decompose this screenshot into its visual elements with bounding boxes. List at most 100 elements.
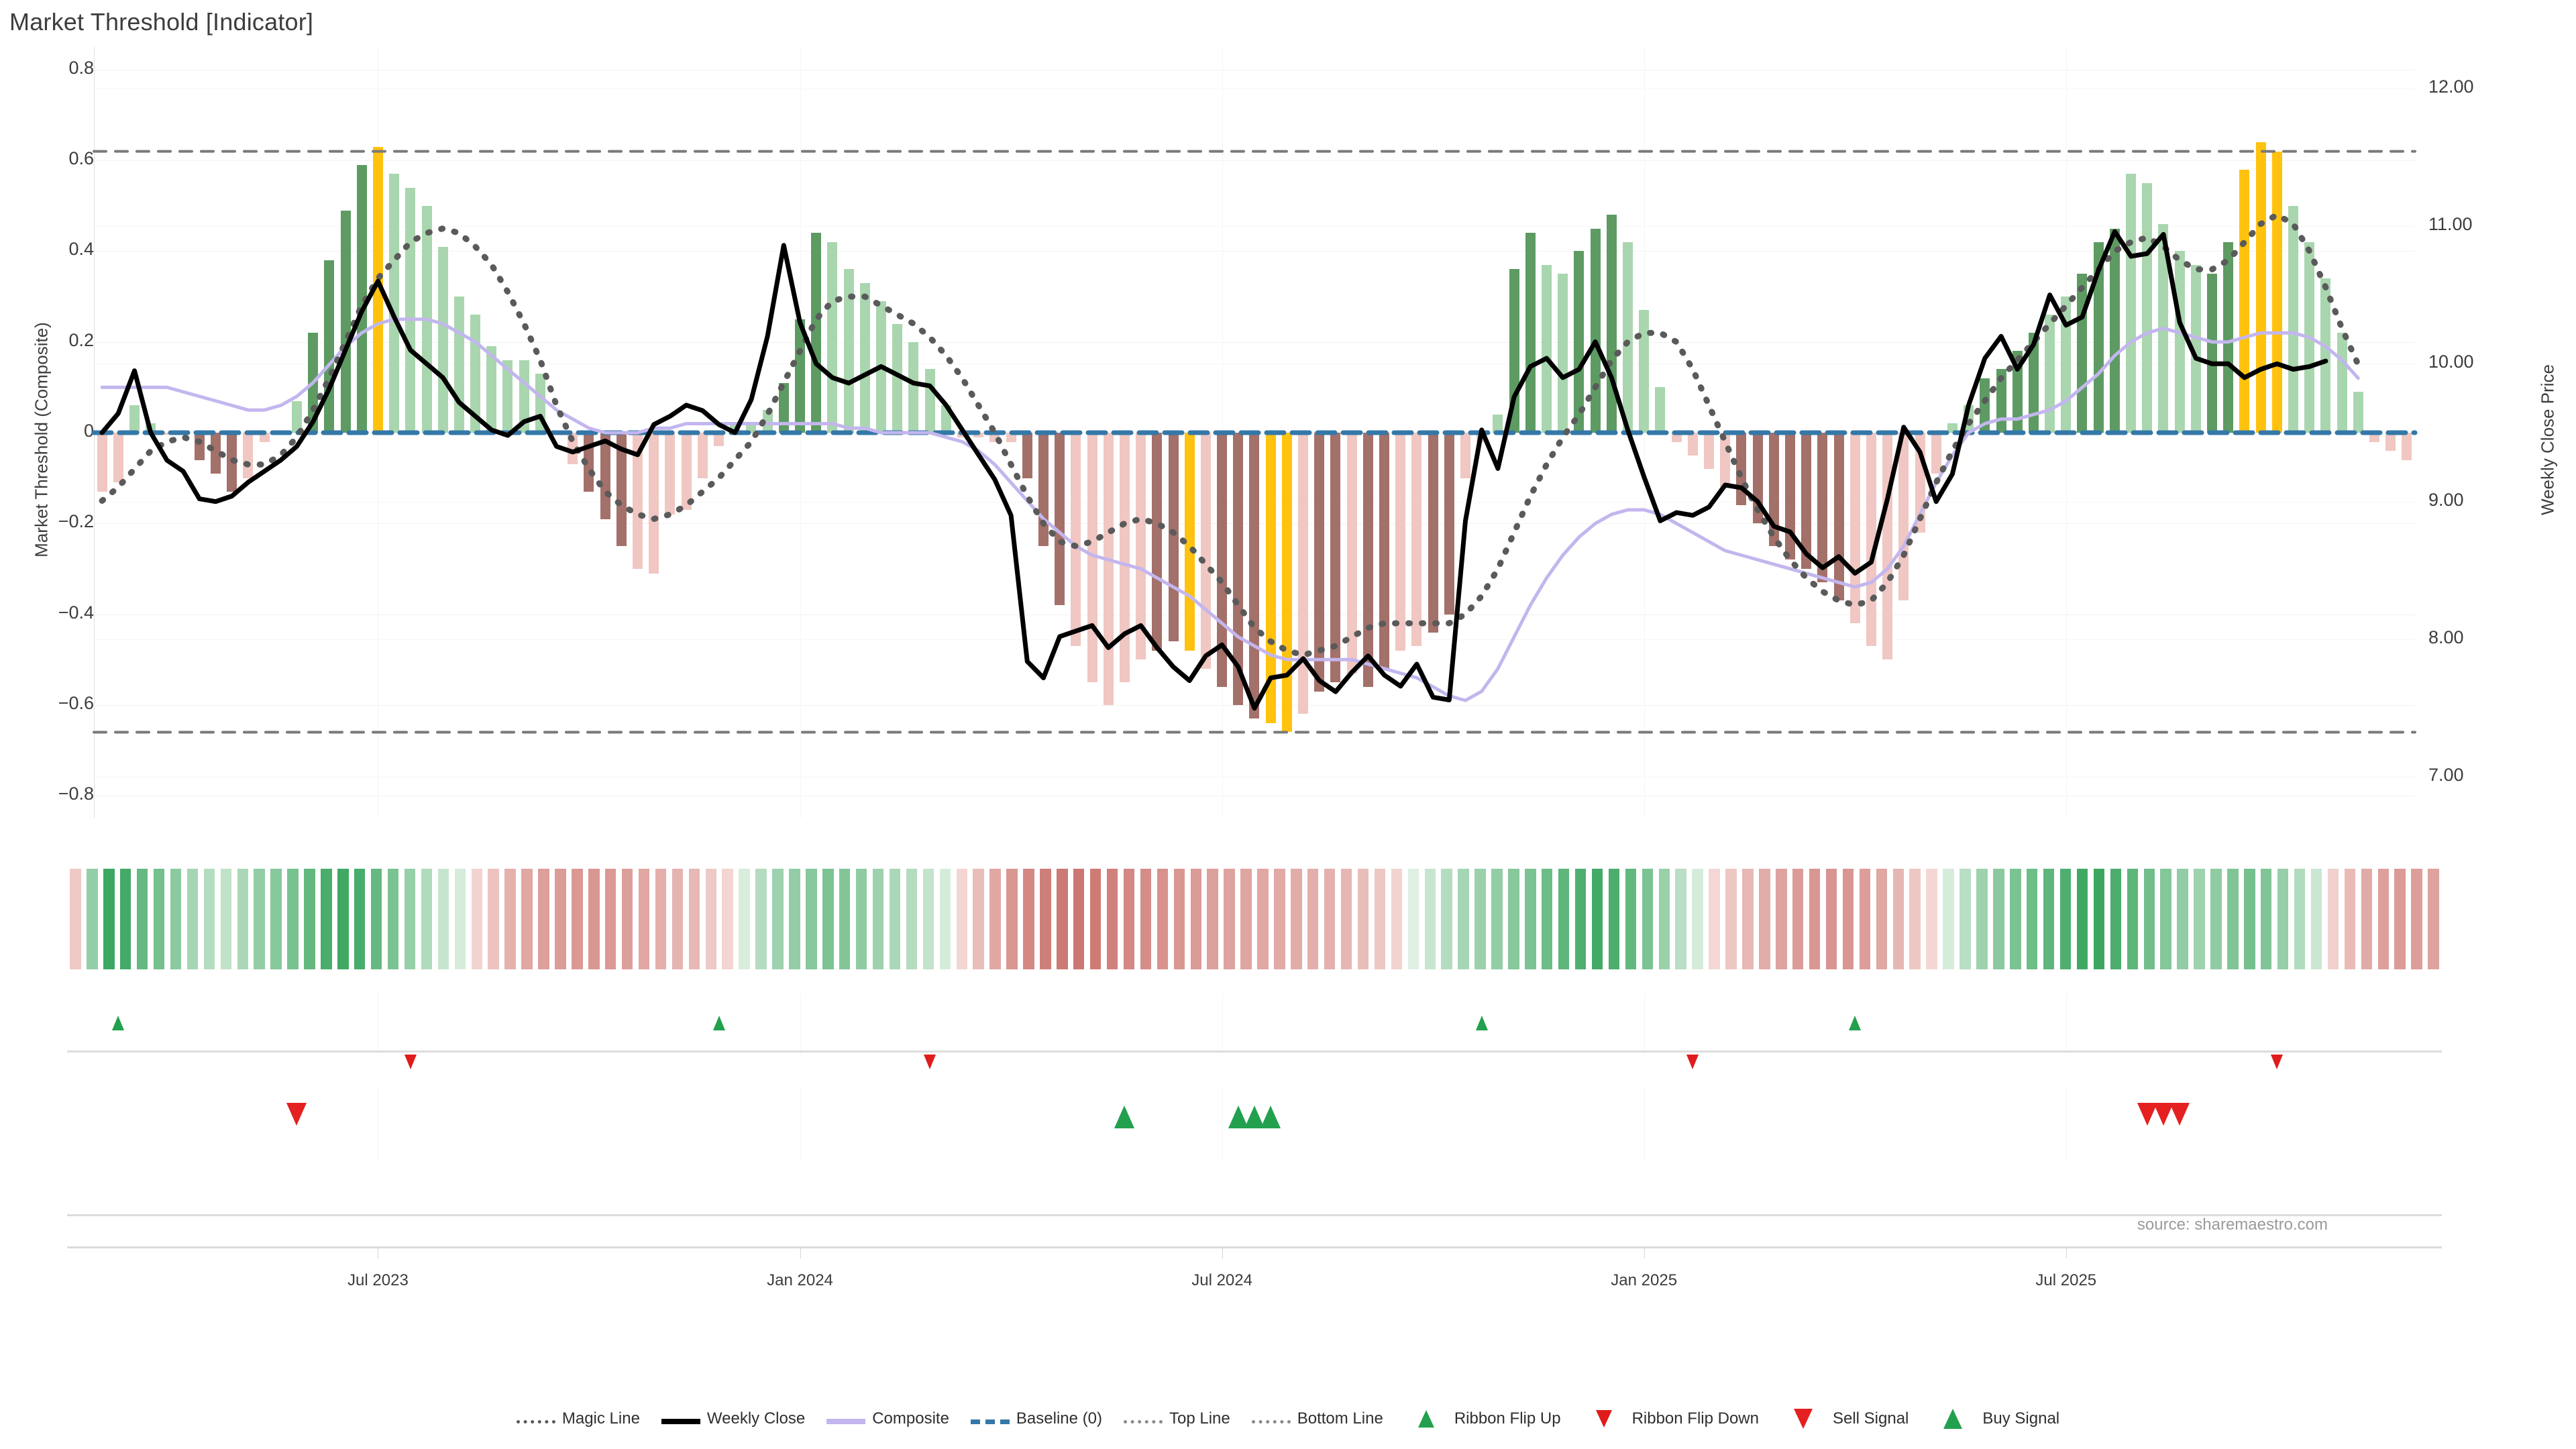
- legend-item[interactable]: Sell Signal: [1780, 1409, 1909, 1429]
- ribbon-cell: [1441, 869, 1452, 969]
- ribbon-cell: [404, 869, 416, 969]
- bar-market-threshold: [1623, 241, 1633, 433]
- ribbon-cell: [2310, 869, 2322, 969]
- bar-market-threshold: [1395, 433, 1406, 651]
- legend-item[interactable]: Ribbon Flip Up: [1405, 1409, 1561, 1428]
- gridline-horizontal: [94, 341, 2415, 343]
- ribbon-cell: [2210, 869, 2222, 969]
- bar-market-threshold: [1768, 433, 1779, 547]
- x-tick-label: Jul 2023: [347, 1271, 409, 1289]
- bar-market-threshold: [681, 433, 692, 510]
- bar-market-threshold: [1460, 433, 1471, 478]
- ribbon-cell: [2277, 869, 2289, 969]
- ribbon-cell: [170, 869, 182, 969]
- bar-market-threshold: [1493, 414, 1503, 433]
- ribbon-cell: [1190, 869, 1201, 969]
- ribbon-cell: [1976, 869, 1988, 969]
- ribbon-cell: [1173, 869, 1185, 969]
- legend-item[interactable]: Composite: [826, 1409, 949, 1428]
- bar-market-threshold: [1542, 264, 1552, 433]
- ribbon-cell: [1842, 869, 1854, 969]
- dotted-line-icon: [1123, 1420, 1163, 1424]
- legend-item[interactable]: Magic Line: [516, 1409, 640, 1428]
- gridline-horizontal: [94, 160, 2415, 162]
- bar-market-threshold: [2126, 174, 2137, 433]
- ribbon-cell: [1089, 869, 1102, 969]
- legend-label: Baseline (0): [1016, 1409, 1102, 1428]
- ribbon-cell: [1224, 869, 1235, 969]
- dashed-line-icon: [970, 1419, 1010, 1424]
- ribbon-cell: [1825, 869, 1837, 969]
- bar-market-threshold: [2109, 228, 2120, 433]
- ribbon-cell: [2227, 869, 2239, 969]
- bar-market-threshold: [1379, 433, 1390, 669]
- ribbon-cell: [1675, 869, 1686, 969]
- bar-market-threshold: [1849, 433, 1860, 624]
- ribbon-cell: [1340, 869, 1352, 969]
- ribbon-cell: [2076, 869, 2088, 969]
- legend-label: Buy Signal: [1982, 1409, 2060, 1428]
- bar-market-threshold: [1639, 310, 1650, 433]
- ribbon-cell: [370, 869, 382, 969]
- ribbon-cell: [755, 869, 767, 969]
- gridline-vertical: [2065, 1087, 2067, 1161]
- ribbon-strength-strip: [67, 869, 2442, 969]
- bar-market-threshold: [827, 241, 838, 433]
- bar-market-threshold: [1687, 433, 1698, 455]
- ribbon-cell: [705, 869, 716, 969]
- bar-market-threshold: [795, 319, 806, 433]
- bar-market-threshold: [356, 164, 367, 433]
- ribbon-flip-down-marker: [924, 1055, 936, 1069]
- legend-label: Sell Signal: [1832, 1409, 1909, 1428]
- ribbon-cell: [120, 869, 131, 969]
- bar-market-threshold: [2353, 392, 2363, 433]
- ribbon-cell: [1859, 869, 1871, 969]
- legend-item[interactable]: Buy Signal: [1930, 1409, 2059, 1429]
- bar-market-threshold: [1314, 433, 1325, 692]
- ribbon-cell: [2194, 869, 2205, 969]
- bar-market-threshold: [1931, 433, 1941, 474]
- legend-item[interactable]: Bottom Line: [1251, 1409, 1383, 1428]
- bar-market-threshold: [1558, 274, 1568, 433]
- bar-market-threshold: [372, 146, 383, 433]
- ribbon-cell: [153, 869, 165, 969]
- bar-market-threshold: [2288, 205, 2299, 433]
- bar-market-threshold: [2012, 351, 2023, 433]
- bar-market-threshold: [1411, 433, 1422, 646]
- main-chart-plot[interactable]: [91, 47, 2418, 818]
- ribbon-cell: [655, 869, 667, 969]
- separator-line-upper: [67, 1051, 2442, 1053]
- separator-line-lower: [67, 1214, 2442, 1216]
- bar-market-threshold: [649, 433, 659, 574]
- ribbon-cell: [688, 869, 700, 969]
- ribbon-cell: [789, 869, 800, 969]
- gridline-vertical: [800, 993, 801, 1053]
- bar-market-threshold: [1898, 433, 1909, 601]
- ribbon-cell: [572, 869, 583, 969]
- bar-market-threshold: [2028, 333, 2039, 433]
- legend-item[interactable]: Baseline (0): [970, 1409, 1102, 1428]
- ribbon-cell: [855, 869, 867, 969]
- legend-item[interactable]: Ribbon Flip Down: [1582, 1409, 1759, 1428]
- ribbon-cell: [304, 869, 315, 969]
- separator-line-axis: [67, 1246, 2442, 1248]
- weekly-close-line: [99, 229, 2328, 711]
- x-tick-mark: [1644, 1246, 1645, 1258]
- bar-market-threshold: [1055, 433, 1065, 606]
- ribbon-cell: [822, 869, 834, 969]
- ribbon-cell: [1257, 869, 1269, 969]
- ribbon-flip-down-marker: [1686, 1055, 1699, 1069]
- legend-item[interactable]: Weekly Close: [661, 1409, 805, 1428]
- ribbon-cell: [1809, 869, 1821, 969]
- legend-item[interactable]: Top Line: [1123, 1409, 1230, 1428]
- y-tick-left: 0.4: [68, 239, 94, 260]
- bar-market-threshold: [1590, 228, 1601, 433]
- y-tick-left: 0.8: [68, 57, 94, 78]
- legend-label: Composite: [872, 1409, 949, 1428]
- gridline-vertical: [2065, 993, 2067, 1053]
- y-tick-left: 0: [83, 421, 94, 441]
- bar-market-threshold: [1103, 433, 1114, 705]
- magic-line: [99, 211, 2361, 658]
- ribbon-cell: [2361, 869, 2373, 969]
- ribbon-cell: [287, 869, 299, 969]
